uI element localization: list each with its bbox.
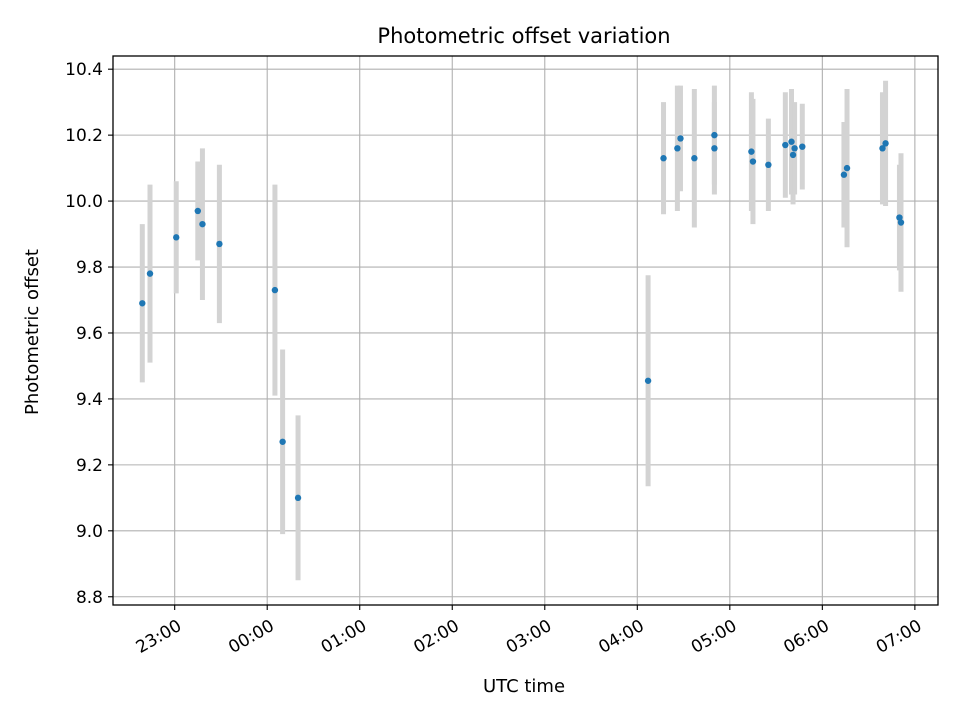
y-tick-label: 9.2 [76,456,103,476]
data-point [139,300,146,307]
data-point [279,438,286,445]
data-point [216,240,223,248]
x-tick-label: 23:00 [133,616,185,658]
data-point [748,148,755,155]
x-tick-label: 06:00 [780,616,832,658]
data-point [691,155,698,162]
data-point [788,138,795,145]
data-point [294,494,302,502]
data-point [896,214,903,221]
data-point [799,143,806,150]
y-tick-label: 10.0 [65,192,103,212]
data-point [765,161,772,169]
x-tick-label: 05:00 [688,616,740,658]
data-point [660,155,667,162]
data-point [897,219,905,226]
x-axis-ticks: 23:00 00:00 01:00 02:00 03:00 04:00 05:00 06:00… [133,605,925,658]
y-tick-label: 10.4 [65,60,103,80]
data-point [782,141,789,149]
data-point [882,140,889,147]
x-tick-label: 01:00 [318,616,370,658]
y-tick-label: 8.8 [76,588,103,608]
data-point [677,135,684,142]
y-tick-label: 9.4 [76,390,103,410]
error-bars [139,80,904,581]
data-point [749,158,757,165]
x-tick-label: 02:00 [410,616,462,658]
plot-area-frame [112,55,939,606]
data-point [199,220,206,228]
data-point [711,131,718,139]
y-tick-label: 9.8 [76,258,103,278]
data-point [271,286,279,294]
data-point [791,145,798,152]
data-point [840,171,848,178]
y-axis-ticks: 8.8 9.0 9.2 9.4 9.6 9.8 10.0 10.2 10.4 [65,60,113,608]
y-tick-label: 10.2 [65,126,103,146]
y-tick-label: 9.6 [76,324,103,344]
x-axis-label: UTC time [483,676,565,697]
data-point [194,207,202,215]
y-tick-label: 9.0 [76,522,103,542]
x-tick-label: 00:00 [225,616,277,658]
data-point [674,145,681,152]
x-tick-label: 07:00 [873,616,925,658]
grid-lines [113,56,938,605]
data-points [139,131,905,502]
data-point [146,270,154,277]
data-point [644,377,652,384]
x-tick-label: 04:00 [595,616,647,658]
x-tick-label: 03:00 [503,616,555,658]
chart-title: Photometric offset variation [377,24,670,48]
y-axis-label: Photometric offset [22,249,43,415]
data-point [173,234,180,241]
data-point [843,164,851,172]
data-point [789,151,797,159]
data-point [879,145,886,152]
data-point [711,145,718,152]
